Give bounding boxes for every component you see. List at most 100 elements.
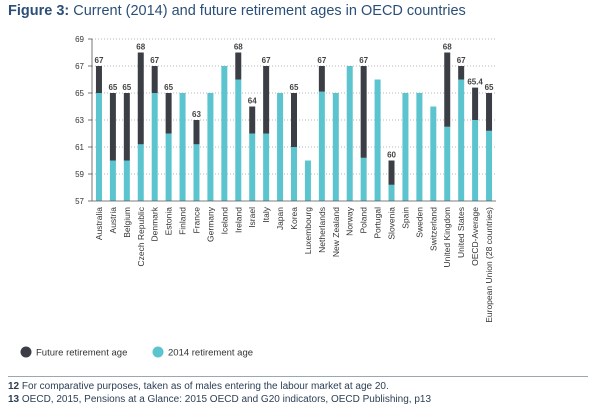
data-label: 67 [317, 56, 326, 65]
x-tick-label: Slovenia [387, 207, 397, 240]
data-label: 65.4 [467, 78, 483, 87]
future-bar [123, 93, 130, 161]
x-tick-label: Switzerland [428, 207, 438, 251]
x-tick-label: Ireland [233, 207, 243, 233]
y-tick-label: 67 [75, 62, 84, 71]
current-bar [304, 160, 311, 201]
current-bar [486, 130, 493, 201]
current-bar [109, 160, 116, 201]
current-bar [332, 93, 339, 201]
x-tick-label: Estonia [164, 207, 174, 236]
chart-bars [95, 52, 493, 201]
data-label: 65 [122, 83, 131, 92]
current-bar [416, 93, 423, 201]
current-bar [207, 93, 214, 201]
current-bar [318, 91, 325, 201]
x-tick-label: Iceland [219, 207, 229, 235]
current-bar [388, 184, 395, 201]
x-tick-label: Norway [345, 206, 355, 236]
x-tick-label: Czech Republic [136, 206, 146, 266]
current-bar [123, 160, 130, 201]
legend-label-future: Future retirement age [36, 348, 127, 359]
x-tick-label: Italy [261, 206, 271, 222]
footnote-12: 12 For comparative purposes, taken as of… [8, 380, 588, 393]
future-bar [109, 93, 116, 161]
y-tick-label: 57 [75, 197, 84, 206]
footnote-12-text: For comparative purposes, taken as of ma… [19, 381, 389, 392]
footnote-divider [8, 376, 588, 377]
future-bar [151, 66, 158, 93]
x-tick-label: Luxembourg [303, 207, 313, 255]
current-bar [95, 93, 102, 201]
x-tick-label: OECD-Average [470, 207, 480, 266]
chart-legend: Future retirement age 2014 retirement age [20, 346, 253, 359]
current-bar [235, 79, 242, 201]
data-label: 68 [136, 43, 145, 52]
footnote-12-number: 12 [8, 381, 20, 392]
future-bar [486, 93, 493, 131]
data-label: 65 [108, 83, 117, 92]
future-bar [360, 66, 367, 158]
footnote-13: 13 OECD, 2015, Pensions at a Glance: 201… [8, 393, 588, 406]
data-label: 65 [290, 83, 299, 92]
future-bar [388, 160, 395, 185]
x-tick-label: Israel [247, 207, 257, 228]
future-bar [137, 52, 144, 145]
x-tick-label: Netherlands [317, 207, 327, 253]
x-tick-label: Finland [178, 207, 188, 235]
y-tick-label: 65 [75, 89, 84, 98]
future-bar [318, 66, 325, 92]
current-bar [472, 120, 479, 201]
future-bar [291, 93, 297, 147]
legend-marker-current [152, 346, 164, 358]
data-label: 65 [164, 83, 173, 92]
figure-title: Figure 3: Current (2014) and future reti… [8, 3, 466, 19]
future-bar [235, 52, 242, 80]
current-bar [402, 93, 409, 201]
current-bar [430, 106, 437, 201]
x-tick-label: Korea [289, 207, 299, 230]
retirement-age-chart: 57 59 61 63 65 67 69 67 65 65 68 67 65 63 68 64 67 65 67 6… [20, 35, 496, 359]
x-tick-label: Portugal [373, 207, 383, 239]
x-tick-label: Japan [275, 207, 285, 230]
future-bar [263, 66, 270, 134]
data-label: 67 [359, 56, 368, 65]
data-label: 68 [443, 43, 452, 52]
figure-title-text: Current (2014) and future retirement age… [69, 3, 466, 19]
data-label: 67 [262, 56, 271, 65]
current-bar [360, 157, 367, 201]
current-bar [137, 144, 144, 201]
current-bar [346, 66, 353, 201]
x-tick-label: Poland [359, 207, 369, 234]
data-label: 67 [457, 56, 466, 65]
current-bar [249, 133, 256, 201]
x-tick-label: Sweden [414, 207, 424, 238]
figure-label: Figure 3: [8, 3, 70, 19]
x-tick-label: New Zealand [331, 207, 341, 257]
future-bar [165, 93, 172, 134]
current-bar [165, 133, 172, 201]
current-bar [151, 93, 158, 201]
x-tick-label: Australia [94, 207, 104, 240]
x-tick-label: Belgium [122, 207, 132, 238]
data-label: 65 [485, 83, 494, 92]
x-tick-label: Spain [400, 207, 410, 229]
future-bar [444, 52, 451, 127]
data-label: 68 [234, 43, 243, 52]
future-bar [95, 66, 102, 93]
current-bar [291, 147, 297, 201]
future-bar [193, 120, 200, 145]
footnotes: 12 For comparative purposes, taken as of… [8, 376, 588, 406]
current-bar [458, 79, 465, 201]
current-bar [179, 93, 186, 201]
data-label: 67 [95, 56, 104, 65]
current-bar [221, 66, 228, 201]
y-tick-label: 59 [75, 170, 84, 179]
current-bar [374, 79, 381, 201]
data-label: 60 [387, 151, 396, 160]
x-tick-label: United States [456, 207, 466, 258]
y-tick-label: 63 [75, 116, 84, 125]
x-tick-label: United Kingdom [442, 207, 452, 267]
legend-label-current: 2014 retirement age [168, 348, 253, 359]
y-axis: 57 59 61 63 65 67 69 [75, 35, 93, 206]
